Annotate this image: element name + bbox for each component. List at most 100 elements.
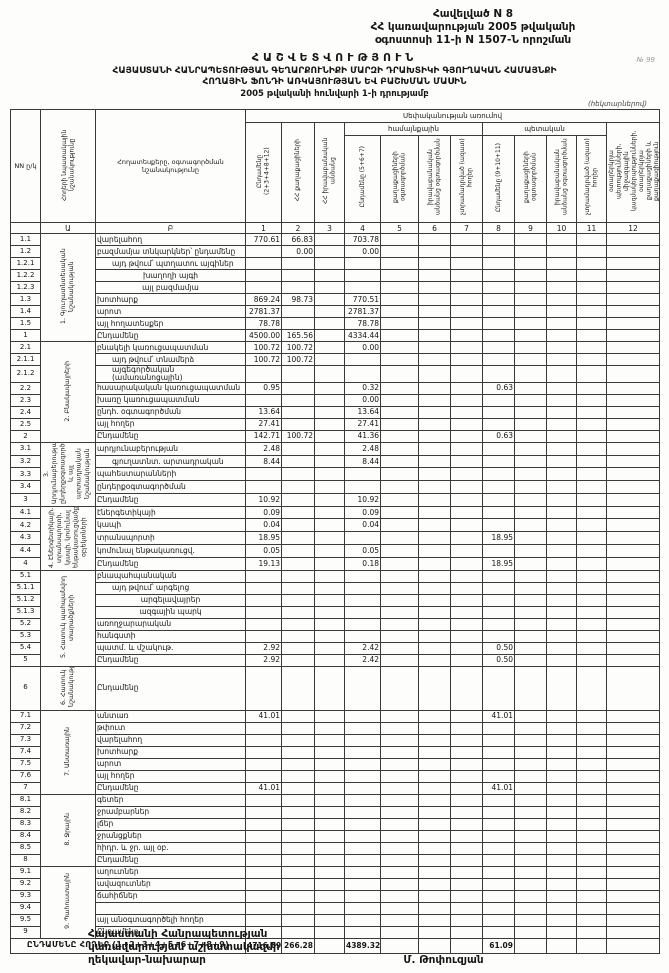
- value-cell-col5: [380, 405, 419, 419]
- section-label: 7. Անտառային: [40, 709, 96, 795]
- value-cell-col12: [605, 745, 661, 759]
- value-cell-col2: [281, 393, 315, 407]
- value-cell-col3: [314, 901, 345, 915]
- value-cell-col6: [418, 454, 451, 469]
- value-cell-col10: [546, 581, 577, 595]
- table-row: 3.1 3. Արդյունաբերության, ընդերքօգտագործմ…: [10, 441, 661, 507]
- value-cell-col5: [380, 913, 419, 927]
- table-row: 2 Ընդամենը 142.71 100.72 41.36 0.63: [10, 429, 661, 443]
- value-cell-col9: [514, 305, 547, 319]
- value-cell-col6: [418, 805, 451, 819]
- value-cell-col1: [245, 245, 282, 259]
- row-number: 1.3: [10, 293, 41, 307]
- land-type-label: անտառ: [95, 709, 246, 723]
- sig-line-2: կառավարության աշխատակազմի: [88, 940, 280, 953]
- value-cell-col12: [605, 269, 661, 283]
- value-cell-col10: [546, 769, 577, 783]
- value-cell-col3: [314, 429, 345, 443]
- value-cell-col11: [576, 641, 607, 655]
- value-cell-col1: [245, 480, 282, 494]
- value-cell-col12: [605, 353, 661, 367]
- value-cell-col10: [546, 454, 577, 469]
- value-cell-col1: 41.01: [245, 709, 282, 723]
- value-cell-col7: [450, 709, 483, 723]
- value-cell-col2: [281, 889, 315, 903]
- land-type-label: բնակելի կառուցապատման: [95, 341, 246, 355]
- value-cell-col5: [380, 429, 419, 443]
- value-cell-col8: [482, 257, 515, 271]
- value-cell-col10: [546, 365, 577, 383]
- value-cell-col4: [344, 365, 381, 383]
- value-cell-col3: [314, 233, 345, 247]
- value-cell-col3: [314, 877, 345, 891]
- value-cell-col4: [344, 853, 381, 867]
- table-header: NN ը/կ Հողերի նպատակային նշանակությունը …: [10, 109, 661, 235]
- land-type-label: այդ թվում՝ տնամերձ: [95, 353, 246, 367]
- row-number: 1.2.1: [10, 257, 41, 271]
- value-cell-col8: [482, 480, 515, 494]
- col-header-purpose-text: Հողերի նպատակային նշանակությունը: [60, 129, 76, 201]
- value-cell-col11: [576, 829, 607, 843]
- value-cell-col11: [576, 605, 607, 619]
- sig-line-3: ղեկավար-նախարար: [88, 953, 206, 966]
- value-cell-col12: [605, 889, 661, 903]
- land-type-label: արոտ: [95, 757, 246, 771]
- value-cell-col10: [546, 531, 577, 546]
- table-row: 7 Ընդամենը 41.01 41.01: [10, 781, 661, 795]
- value-cell-col8: 0.63: [482, 381, 515, 395]
- value-cell-col1: [245, 365, 282, 383]
- value-cell-col12: [605, 518, 661, 533]
- section-label-text: 5. Հատուկ պահպանվող տարածքների: [59, 576, 75, 659]
- value-cell-col12: [605, 492, 661, 507]
- table-row: 2.5 այլ հողեր 27.41 27.41: [10, 417, 661, 431]
- value-cell-col4: [344, 829, 381, 843]
- value-cell-col12: [605, 305, 661, 319]
- value-cell-col2: [281, 605, 315, 619]
- value-cell-col3: [314, 505, 345, 520]
- value-cell-col10: [546, 841, 577, 855]
- value-cell-col9: [514, 480, 547, 494]
- value-cell-col8: 41.01: [482, 709, 515, 723]
- value-cell-col3: [314, 417, 345, 431]
- value-cell-col4: [344, 593, 381, 607]
- table-row: 5.3 հանգստի: [10, 629, 661, 643]
- value-cell-col2: [281, 269, 315, 283]
- value-cell-col3: [314, 269, 345, 283]
- value-cell-col12: [605, 877, 661, 891]
- value-cell-col7: [450, 781, 483, 795]
- value-cell-col12: [605, 281, 661, 295]
- value-cell-col11: [576, 467, 607, 482]
- value-cell-col10: [546, 793, 577, 807]
- value-cell-col11: [576, 889, 607, 903]
- col-header-10-text: իրավաբանական անձանց օգտագործման: [554, 138, 569, 216]
- row-number: 8.1: [10, 793, 41, 807]
- value-cell-col11: [576, 901, 607, 915]
- value-cell-col8: [482, 769, 515, 783]
- table-row: 3.3 պահեստարանների: [10, 467, 661, 482]
- value-cell-col11: [576, 454, 607, 469]
- value-cell-col9: [514, 293, 547, 307]
- value-cell-col7: [450, 605, 483, 619]
- value-cell-col4: [344, 733, 381, 747]
- value-cell-col5: [380, 769, 419, 783]
- value-cell-col6: [418, 544, 451, 558]
- value-cell-col2: [281, 505, 315, 520]
- value-cell-col5: [380, 417, 419, 431]
- value-cell-col6: [418, 505, 451, 520]
- section-label-text: 7. Անտառային: [63, 726, 71, 776]
- value-cell-col5: [380, 805, 419, 819]
- value-cell-col4: [344, 745, 381, 759]
- value-cell-col9: [514, 233, 547, 247]
- table-row: 8 Ընդամենը: [10, 853, 661, 867]
- value-cell-col11: [576, 817, 607, 831]
- section-label: 4. Էներգետիկայի, տրանսպորտի, կապի, կոմու…: [40, 505, 96, 571]
- land-type-label: էներգետիկայի: [95, 505, 246, 520]
- value-cell-col8: [482, 393, 515, 407]
- value-cell-col6: [418, 293, 451, 307]
- value-cell-col10: [546, 593, 577, 607]
- value-cell-col4: [344, 629, 381, 643]
- land-type-label: արգելավայրեր: [95, 593, 246, 607]
- value-cell-col11: [576, 341, 607, 355]
- value-cell-col4: [344, 531, 381, 546]
- value-cell-col9: [514, 641, 547, 655]
